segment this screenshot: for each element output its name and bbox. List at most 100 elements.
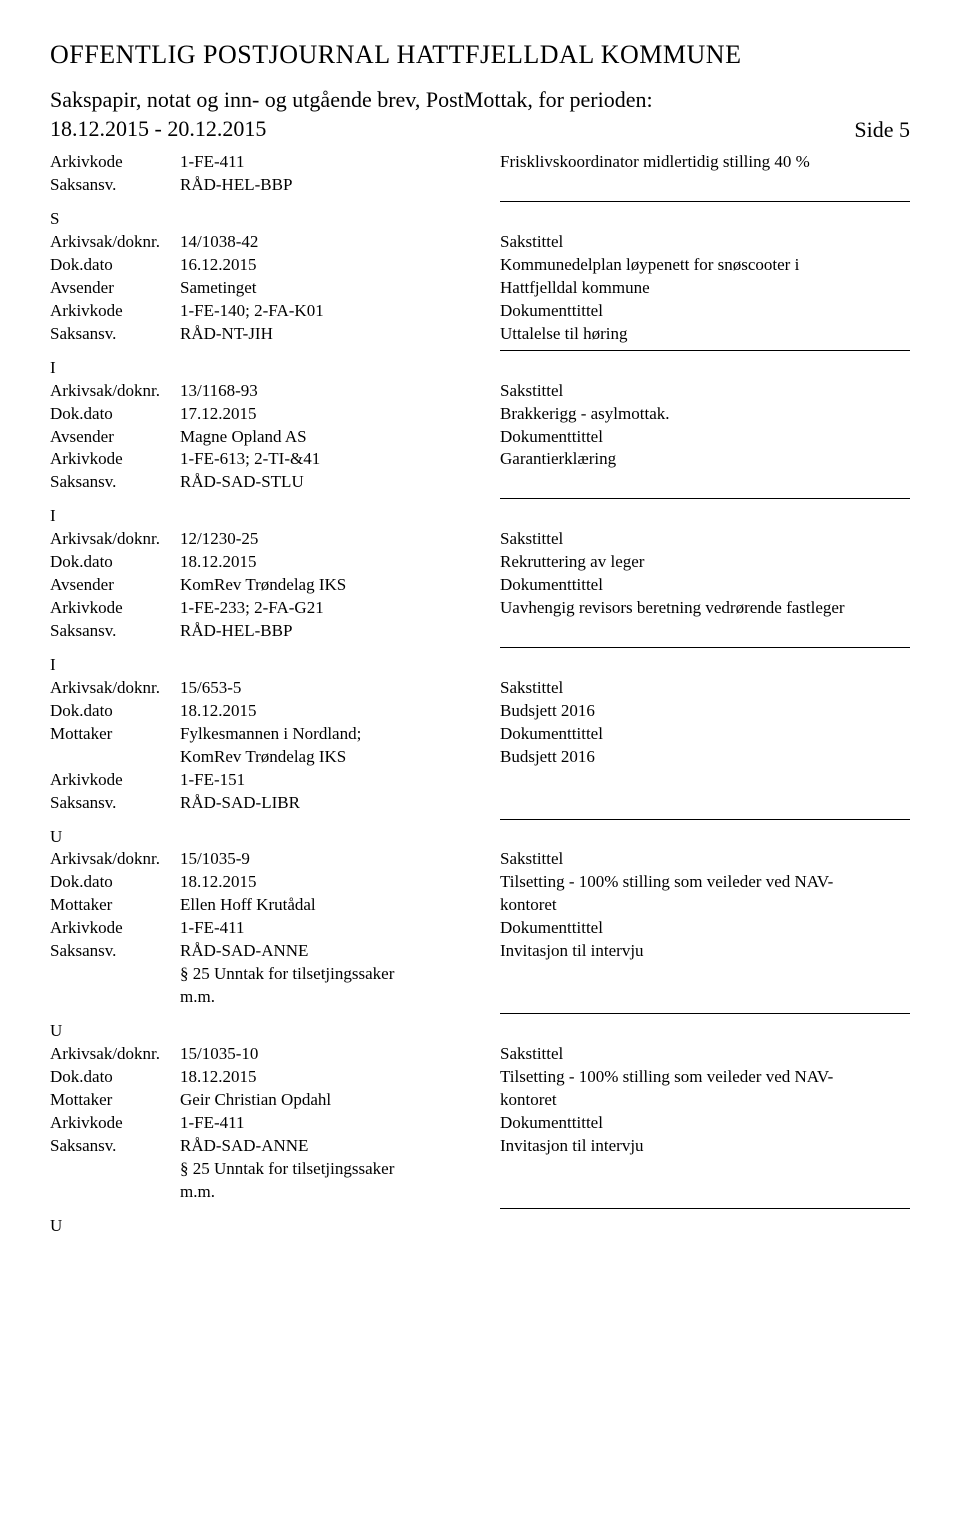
cell-label: Mottaker bbox=[50, 894, 180, 917]
record: IArkivsak/doknr.12/1230-25Sakstittel Dok.… bbox=[50, 505, 910, 648]
cell-right-value: Invitasjon til intervju bbox=[500, 940, 910, 963]
cell-left-value: 1-FE-613; 2-TI-&41 bbox=[180, 448, 500, 471]
cell-right-value bbox=[500, 792, 910, 815]
top-fragment: Arkivkode 1-FE-411 Frisklivskoordinator … bbox=[50, 151, 910, 202]
cell-label: Dok.dato bbox=[50, 254, 180, 277]
cell-left-value: Ellen Hoff Krutådal bbox=[180, 894, 500, 917]
cell-label: Arkivsak/doknr. bbox=[50, 231, 180, 254]
cell-label: Arkivkode bbox=[50, 448, 180, 471]
cell-left-value: 18.12.2015 bbox=[180, 551, 500, 574]
cell-left-value: RÅD-SAD-LIBR bbox=[180, 792, 500, 815]
cell-label: Arkivsak/doknr. bbox=[50, 380, 180, 403]
cell-left-value: § 25 Unntak for tilsetjingssaker bbox=[180, 963, 500, 986]
cell-label bbox=[50, 963, 180, 986]
cell-left-value: 18.12.2015 bbox=[180, 1066, 500, 1089]
cell-right-value bbox=[500, 986, 910, 1009]
cell-right-value: Dokumenttittel bbox=[500, 723, 910, 746]
cell-label: Arkivkode bbox=[50, 769, 180, 792]
label-arkivkode: Arkivkode bbox=[50, 151, 180, 174]
cell-left-value: RÅD-HEL-BBP bbox=[180, 620, 500, 643]
record-type: I bbox=[50, 357, 910, 380]
record: UArkivsak/doknr.15/1035-10SakstittelDok.… bbox=[50, 1020, 910, 1209]
cell-label: Saksansv. bbox=[50, 471, 180, 494]
cell-label: Saksansv. bbox=[50, 1135, 180, 1158]
cell-right-value bbox=[500, 620, 910, 643]
cell-label: Dok.dato bbox=[50, 1066, 180, 1089]
main-title: OFFENTLIG POSTJOURNAL HATTFJELLDAL KOMMU… bbox=[50, 40, 910, 70]
cell-label: Arkivsak/doknr. bbox=[50, 1043, 180, 1066]
cell-right-value: Budsjett 2016 bbox=[500, 700, 910, 723]
cell-label: Saksansv. bbox=[50, 792, 180, 815]
cell-left-value: 12/1230-25 bbox=[180, 528, 500, 551]
trailing-type: U bbox=[50, 1215, 910, 1238]
cell-label: Dok.dato bbox=[50, 403, 180, 426]
cell-right-value: Tilsetting - 100% stilling som veileder … bbox=[500, 1066, 910, 1089]
top-arkivkode: 1-FE-411 bbox=[180, 151, 500, 174]
cell-left-value: 18.12.2015 bbox=[180, 871, 500, 894]
cell-left-value: m.m. bbox=[180, 986, 500, 1009]
cell-right-value bbox=[500, 471, 910, 494]
cell-label bbox=[50, 1158, 180, 1181]
cell-right-value: Sakstittel bbox=[500, 380, 910, 403]
cell-label: Arkivsak/doknr. bbox=[50, 848, 180, 871]
cell-left-value: 15/653-5 bbox=[180, 677, 500, 700]
record: IArkivsak/doknr.15/653-5SakstittelDok.da… bbox=[50, 654, 910, 820]
subtitle-block: Sakspapir, notat og inn- og utgående bre… bbox=[50, 86, 910, 143]
cell-left-value: 18.12.2015 bbox=[180, 700, 500, 723]
cell-right-value: Dokumenttittel bbox=[500, 1112, 910, 1135]
cell-left-value: KomRev Trøndelag IKS bbox=[180, 746, 500, 769]
divider bbox=[50, 1009, 910, 1014]
record: SArkivsak/doknr.14/1038-42SakstittelDok.… bbox=[50, 208, 910, 351]
cell-left-value: 1-FE-151 bbox=[180, 769, 500, 792]
cell-left-value: KomRev Trøndelag IKS bbox=[180, 574, 500, 597]
cell-label bbox=[50, 746, 180, 769]
cell-right-value: Sakstittel bbox=[500, 848, 910, 871]
subtitle-line2: 18.12.2015 - 20.12.2015 bbox=[50, 116, 266, 141]
cell-right-value: kontoret bbox=[500, 894, 910, 917]
cell-label: Avsender bbox=[50, 574, 180, 597]
cell-right-value: Rekruttering av leger bbox=[500, 551, 910, 574]
cell-left-value: RÅD-NT-JIH bbox=[180, 323, 500, 346]
cell-label: Dok.dato bbox=[50, 551, 180, 574]
cell-left-value: 15/1035-10 bbox=[180, 1043, 500, 1066]
subtitle: Sakspapir, notat og inn- og utgående bre… bbox=[50, 86, 653, 143]
label-saksansv: Saksansv. bbox=[50, 174, 180, 197]
top-saksansv: RÅD-HEL-BBP bbox=[180, 174, 500, 197]
record-type: U bbox=[50, 1020, 910, 1043]
cell-left-value: 16.12.2015 bbox=[180, 254, 500, 277]
cell-label: Arkivsak/doknr. bbox=[50, 677, 180, 700]
divider bbox=[50, 494, 910, 499]
cell-right-value: Sakstittel bbox=[500, 677, 910, 700]
cell-left-value: Magne Opland AS bbox=[180, 426, 500, 449]
cell-left-value: RÅD-SAD-ANNE bbox=[180, 1135, 500, 1158]
cell-label: Arkivkode bbox=[50, 300, 180, 323]
divider bbox=[50, 346, 910, 351]
cell-label: Dok.dato bbox=[50, 871, 180, 894]
record-type: S bbox=[50, 208, 910, 231]
cell-label: Arkivkode bbox=[50, 597, 180, 620]
cell-label: Arkivkode bbox=[50, 917, 180, 940]
cell-left-value: RÅD-SAD-ANNE bbox=[180, 940, 500, 963]
cell-right-value: Brakkerigg - asylmottak. bbox=[500, 403, 910, 426]
cell-left-value: 13/1168-93 bbox=[180, 380, 500, 403]
cell-right-value: Sakstittel bbox=[500, 528, 910, 551]
cell-left-value: 14/1038-42 bbox=[180, 231, 500, 254]
cell-right-value: Uavhengig revisors beretning vedrørende … bbox=[500, 597, 910, 620]
record-type: U bbox=[50, 826, 910, 849]
cell-left-value: RÅD-SAD-STLU bbox=[180, 471, 500, 494]
cell-left-value: Fylkesmannen i Nordland; bbox=[180, 723, 500, 746]
cell-right-value: Budsjett 2016 bbox=[500, 746, 910, 769]
cell-right-value: kontoret bbox=[500, 1089, 910, 1112]
cell-right-value bbox=[500, 769, 910, 792]
cell-left-value: m.m. bbox=[180, 1181, 500, 1204]
cell-right-value: Dokumenttittel bbox=[500, 426, 910, 449]
divider bbox=[50, 643, 910, 648]
cell-label: Arkivsak/doknr. bbox=[50, 528, 180, 551]
cell-left-value: 1-FE-140; 2-FA-K01 bbox=[180, 300, 500, 323]
record-type: I bbox=[50, 505, 910, 528]
cell-right-value bbox=[500, 1181, 910, 1204]
cell-right-value bbox=[500, 963, 910, 986]
cell-left-value: 1-FE-233; 2-FA-G21 bbox=[180, 597, 500, 620]
record: IArkivsak/doknr.13/1168-93Sakstittel Dok.… bbox=[50, 357, 910, 500]
cell-label: Saksansv. bbox=[50, 940, 180, 963]
